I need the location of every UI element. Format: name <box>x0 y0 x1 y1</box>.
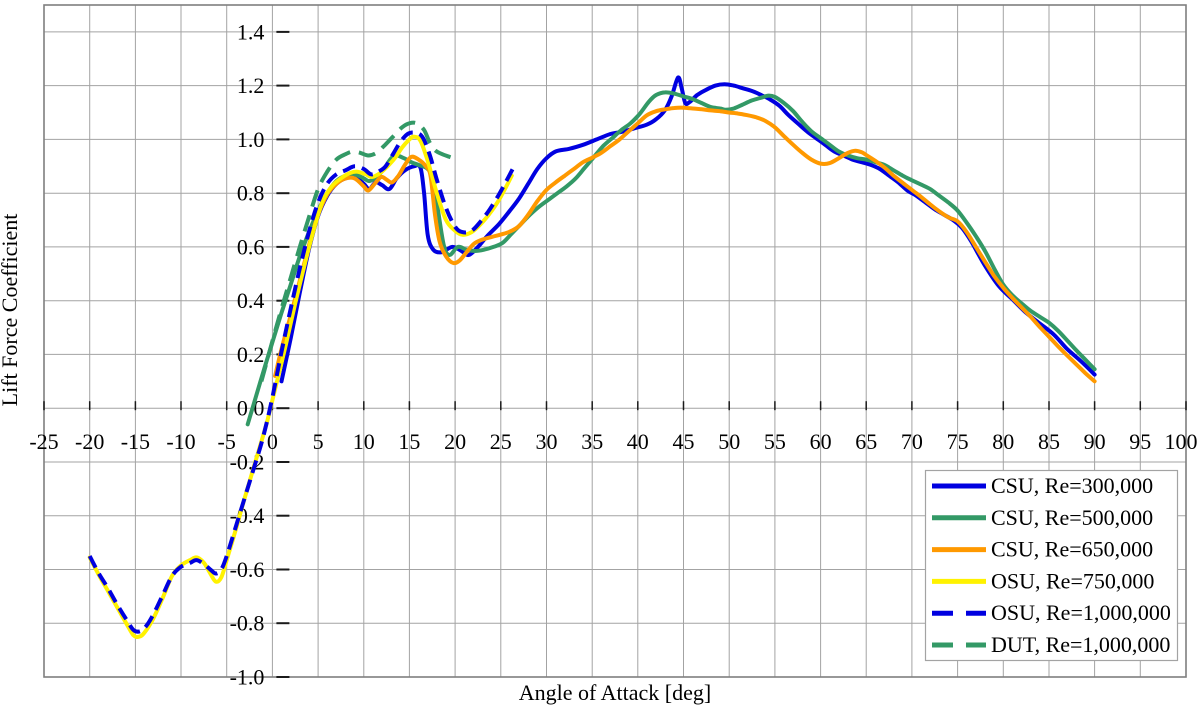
series-line-csu-re-500-000 <box>245 90 1097 427</box>
legend-item: CSU, Re=300,000 <box>932 473 1153 498</box>
x-tick-label: 35 <box>581 429 603 454</box>
x-tick-label: 55 <box>764 429 786 454</box>
y-tick-label: -0.6 <box>230 557 265 582</box>
x-tick-label: 40 <box>627 429 649 454</box>
series-line-dut-re-1-000-000 <box>259 120 459 382</box>
y-tick-labels: -1.0-0.8-0.6-0.4-0.20.00.20.40.60.81.01.… <box>230 19 265 689</box>
y-tick-label: 0.8 <box>237 181 265 206</box>
x-tick-label: 60 <box>810 429 832 454</box>
x-tick-label: 75 <box>947 429 969 454</box>
y-tick-label: -0.8 <box>230 611 265 636</box>
x-tick-label: 70 <box>901 429 923 454</box>
legend-label: OSU, Re=1,000,000 <box>991 600 1171 625</box>
legend-label: CSU, Re=650,000 <box>991 537 1153 562</box>
x-tick-label: -5 <box>218 429 236 454</box>
y-tick-label: 1.2 <box>237 73 265 98</box>
y-tick-label: 0.6 <box>237 234 265 259</box>
y-tick-label: 1.4 <box>237 19 265 44</box>
y-tick-label: 0.4 <box>237 288 265 313</box>
x-tick-label: 10 <box>353 429 375 454</box>
x-tick-label: 45 <box>673 429 695 454</box>
legend-label: CSU, Re=500,000 <box>991 505 1153 530</box>
x-tick-label: -15 <box>121 429 150 454</box>
legend-label: CSU, Re=300,000 <box>991 473 1153 498</box>
legend-item: OSU, Re=1,000,000 <box>932 600 1171 625</box>
y-tick-label: -1.0 <box>230 665 265 690</box>
plot-border <box>43 4 1187 678</box>
legend-item: OSU, Re=750,000 <box>932 568 1154 593</box>
legend-item: CSU, Re=650,000 <box>932 537 1153 562</box>
x-tick-label: 15 <box>398 429 420 454</box>
legend-item: DUT, Re=1,000,000 <box>932 632 1170 657</box>
y-axis-title: Lift Force Coefficient <box>0 214 22 407</box>
x-tick-label: 25 <box>490 429 512 454</box>
y-tick-label: 1.0 <box>237 127 265 152</box>
series-line-csu-re-650-000 <box>273 105 1097 384</box>
x-tick-label: 85 <box>1038 429 1060 454</box>
legend: CSU, Re=300,000 CSU, Re=500,000 CSU, Re=65… <box>924 469 1179 662</box>
x-tick-label: 30 <box>536 429 558 454</box>
y-tick-label: 0.2 <box>237 342 265 367</box>
x-tick-labels: -25 -20 -15 -10 -5 0 5 10 15 20 25 30 35 40 45 50 55 60 65… <box>29 429 1197 454</box>
x-tick-label: -25 <box>29 429 58 454</box>
x-tick-label: 50 <box>718 429 740 454</box>
legend-label: DUT, Re=1,000,000 <box>991 632 1170 657</box>
x-tick-label: 5 <box>313 429 324 454</box>
legend-item: CSU, Re=500,000 <box>932 505 1153 530</box>
plot-frame <box>43 4 1187 678</box>
x-axis-title: Angle of Attack [deg] <box>519 680 711 705</box>
x-tick-label: 100 <box>1165 429 1198 454</box>
series-line-osu-re-1-000-000 <box>87 130 515 634</box>
legend-label: OSU, Re=750,000 <box>991 568 1154 593</box>
x-tick-label: 0 <box>267 429 278 454</box>
data-series <box>87 75 1097 640</box>
x-tick-label: 80 <box>992 429 1014 454</box>
legend-box <box>924 469 1179 662</box>
x-tick-label: -20 <box>75 429 104 454</box>
x-tick-label: 65 <box>855 429 877 454</box>
x-tick-label: 20 <box>444 429 466 454</box>
x-tick-label: 90 <box>1084 429 1106 454</box>
x-tick-label: 95 <box>1129 429 1151 454</box>
x-tick-label: -10 <box>166 429 195 454</box>
